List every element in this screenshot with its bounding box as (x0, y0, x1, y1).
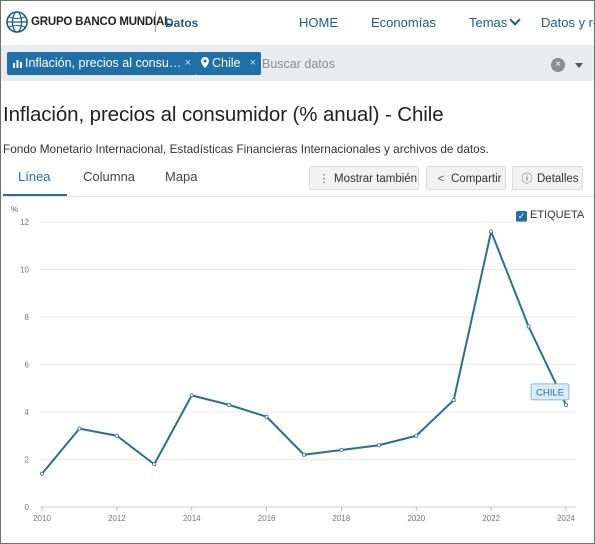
chevron-down-icon (509, 14, 521, 26)
y-axis-unit-label: % (11, 205, 18, 214)
series-end-label: CHILE (536, 387, 564, 398)
tabs-divider (1, 196, 594, 197)
data-point (114, 433, 119, 438)
more-vertical-icon: ⋮ (318, 173, 330, 185)
bar-chart-icon (13, 60, 22, 68)
data-point (451, 398, 456, 403)
country-chip-label: Chile (212, 56, 241, 70)
y-tick-label: 12 (20, 218, 29, 227)
data-point (414, 433, 419, 438)
data-source: Fondo Monetario Internacional, Estadísti… (3, 142, 489, 156)
y-tick-label: 0 (25, 503, 30, 512)
section-datos-link[interactable]: Datos (165, 16, 199, 30)
x-tick-label: 2024 (557, 514, 575, 523)
tab-linea[interactable]: Línea (18, 169, 51, 184)
nav-temas[interactable]: Temas (469, 14, 521, 30)
tab-mapa[interactable]: Mapa (165, 169, 198, 184)
x-tick-label: 2010 (33, 514, 51, 523)
details-label: Detalles (537, 173, 579, 185)
label-toggle[interactable]: ✓ ETIQUETA (516, 209, 584, 222)
label-toggle-text: ETIQUETA (530, 209, 585, 221)
top-navigation: GRUPO BANCO MUNDIAL Datos HOME Economías… (1, 1, 595, 45)
y-tick-label: 6 (25, 361, 30, 370)
data-point (227, 402, 232, 407)
y-tick-label: 4 (25, 408, 30, 417)
show-also-button[interactable]: ⋮ Mostrar también (309, 166, 419, 190)
data-point (40, 471, 45, 476)
data-point (339, 447, 344, 452)
filter-search-bar: Inflación, precios al consu… × Chile × B… (1, 45, 594, 81)
data-point (526, 324, 531, 329)
remove-country-icon[interactable]: × (249, 57, 256, 69)
nav-economias[interactable]: Economías (371, 15, 437, 30)
data-point (301, 452, 306, 457)
y-tick-label: 10 (20, 266, 29, 275)
data-point (152, 462, 157, 467)
data-point (189, 393, 194, 398)
indicator-filter-chip[interactable]: Inflación, precios al consu… × (7, 52, 196, 75)
tab-columna[interactable]: Columna (83, 169, 136, 184)
nav-temas-label: Temas (469, 15, 508, 30)
data-point (376, 443, 381, 448)
y-tick-label: 8 (25, 313, 30, 322)
nav-datos-y-recursos[interactable]: Datos y re (541, 15, 595, 30)
indicator-chip-label: Inflación, precios al consu… (25, 56, 182, 70)
x-tick-label: 2022 (482, 514, 500, 523)
nav-home[interactable]: HOME (299, 15, 338, 30)
data-point (489, 229, 494, 234)
remove-indicator-icon[interactable]: × (184, 57, 191, 69)
brand-divider (155, 12, 156, 32)
x-tick-label: 2014 (183, 514, 201, 523)
info-icon: ⓘ (521, 173, 533, 185)
show-also-label: Mostrar también (334, 173, 418, 185)
data-point (264, 414, 269, 419)
series-end-label-box (530, 383, 570, 401)
data-point (564, 402, 569, 407)
checkbox-checked-icon[interactable]: ✓ (516, 211, 527, 222)
clear-search-icon[interactable]: × (551, 58, 565, 72)
inflation-line-chart: % 0 2 4 6 8 10 12 2010 2012 2014 2016 2018 2020 2022 20… (11, 205, 576, 523)
data-point (77, 426, 82, 431)
x-tick-label: 2020 (407, 514, 425, 523)
x-tick-label: 2018 (333, 514, 351, 523)
page-title: Inflación, precios al consumidor (% anua… (3, 103, 444, 126)
share-button[interactable]: < Compartir (426, 166, 506, 190)
country-filter-chip[interactable]: Chile × (195, 52, 261, 75)
x-tick-label: 2016 (258, 514, 276, 523)
world-bank-globe-icon[interactable] (6, 11, 28, 33)
active-tab-indicator (3, 194, 67, 196)
details-button[interactable]: ⓘ Detalles (512, 166, 583, 190)
dropdown-caret-icon[interactable] (575, 63, 583, 68)
series-line-chile (41, 230, 567, 475)
x-tick-label: 2012 (108, 514, 126, 523)
brand-name[interactable]: GRUPO BANCO MUNDIAL (31, 16, 171, 28)
map-pin-icon (201, 57, 209, 68)
share-icon: < (437, 173, 445, 185)
search-input[interactable]: Buscar datos (262, 57, 335, 71)
y-tick-label: 2 (25, 456, 30, 465)
share-label: Compartir (451, 173, 502, 185)
